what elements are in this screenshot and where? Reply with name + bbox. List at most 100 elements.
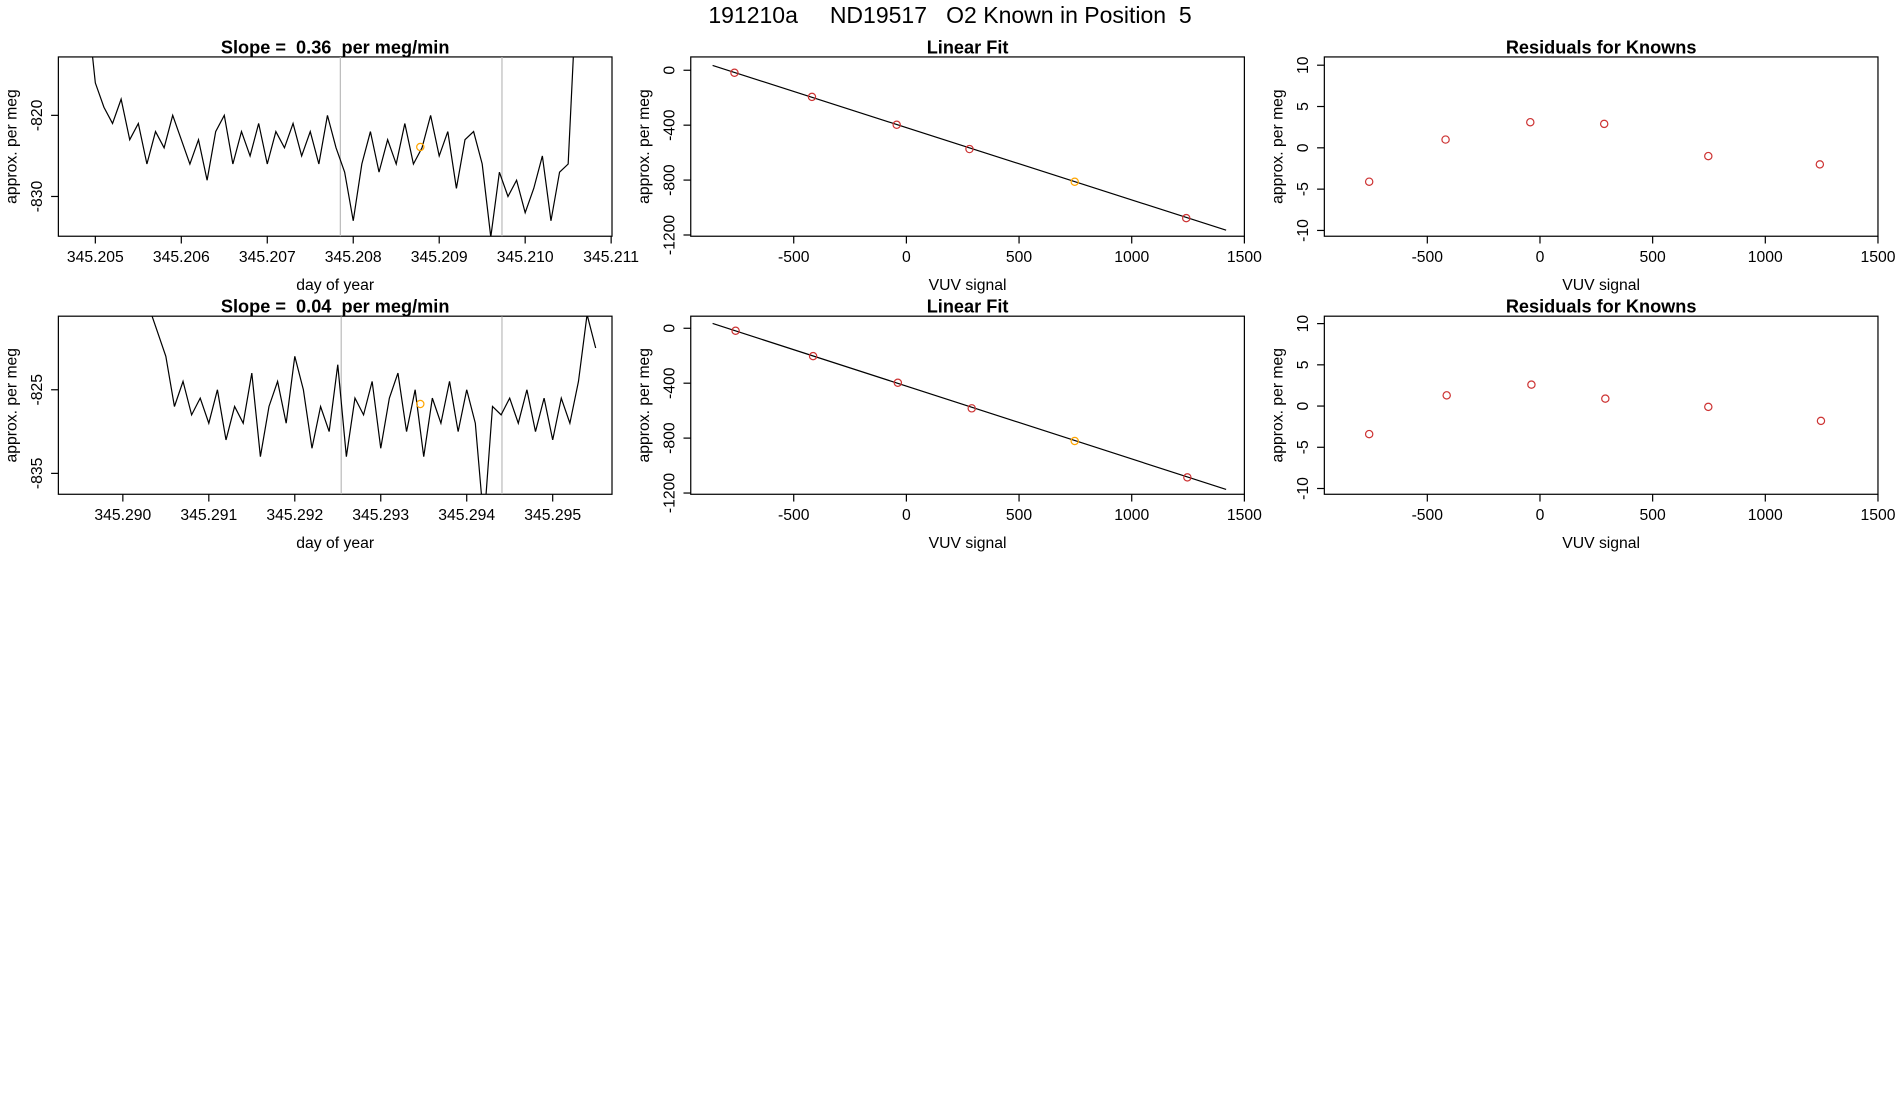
x-tick-label: 0: [1536, 249, 1545, 266]
x-axis-label: VUV signal: [1562, 535, 1640, 552]
panel: Residuals for Knowns VUV signal approx. pe…: [1269, 297, 1895, 553]
y-tick-label: -1200: [661, 215, 678, 255]
y-axis-label: approx. per meg: [3, 348, 20, 463]
plot-area: [151, 316, 597, 495]
data-point: [1599, 119, 1609, 129]
panel: Slope = 0.04 per meg/min day of year appro…: [3, 297, 613, 552]
y-tick-label: 5: [1295, 102, 1312, 111]
plot-frame: [57, 56, 613, 237]
y-tick-label: -10: [1295, 219, 1312, 242]
x-tick-label: 345.295: [524, 507, 581, 524]
panel-title: Residuals for Knowns: [1506, 37, 1697, 57]
y-tick-label: 10: [1295, 315, 1312, 333]
x-tick-label: -500: [1412, 507, 1444, 524]
x-axis-label: VUV signal: [929, 277, 1007, 294]
y-tick-label: -825: [29, 374, 46, 406]
data-point: [1816, 416, 1826, 426]
x-tick-label: 500: [1006, 249, 1033, 266]
y-tick-label: -835: [29, 457, 46, 489]
x-tick-label: 500: [1640, 507, 1667, 524]
data-point: [1442, 391, 1451, 400]
x-tick-label: 345.209: [411, 249, 468, 266]
x-tick-label: 345.292: [266, 507, 323, 524]
data-point: [807, 92, 817, 102]
plot-area: [712, 322, 1227, 491]
x-tick-label: 345.291: [180, 507, 237, 524]
x-tick-label: 345.290: [94, 507, 151, 524]
x-tick-label: 345.210: [497, 249, 554, 266]
y-tick-label: -800: [661, 164, 678, 196]
panel: Linear Fit VUV signal approx. per meg -500 0…: [636, 37, 1262, 294]
x-axis-label: day of year: [296, 535, 374, 552]
x-tick-label: 345.206: [153, 249, 210, 266]
x-tick-label: 1000: [1114, 249, 1149, 266]
x-tick-label: 345.293: [352, 507, 409, 524]
x-tick-label: 345.205: [67, 249, 124, 266]
y-tick-label: 0: [661, 324, 678, 333]
page-title: 191210a ND19517 O2 Known in Position 5: [708, 2, 1191, 28]
panel: Residuals for Knowns VUV signal approx. pe…: [1269, 37, 1895, 294]
y-axis-label: approx. per meg: [1269, 348, 1286, 463]
fit-line: [712, 64, 1227, 231]
data-point: [808, 351, 818, 361]
x-tick-label: 500: [1006, 507, 1033, 524]
y-axis-label: approx. per meg: [1269, 89, 1286, 204]
x-axis-label: VUV signal: [929, 535, 1007, 552]
plot-area: [1364, 380, 1826, 439]
data-point: [1364, 429, 1374, 439]
x-tick-label: -500: [778, 507, 810, 524]
data-point: [730, 68, 739, 77]
x-tick-label: 500: [1640, 249, 1667, 266]
panel-title: Linear Fit: [927, 297, 1009, 317]
plot-area: [712, 64, 1227, 231]
data-point: [1526, 117, 1535, 127]
x-tick-label: 345.208: [325, 249, 382, 266]
y-tick-label: -400: [661, 367, 678, 399]
panel: Slope = 0.36 per meg/min day of year appro…: [3, 37, 639, 294]
y-axis-label: approx. per meg: [636, 348, 653, 463]
data-point: [967, 404, 976, 413]
panel-title: Slope = 0.04 per meg/min: [221, 297, 450, 317]
y-tick-label: -10: [1295, 477, 1312, 500]
plot-area: [1364, 117, 1825, 186]
y-tick-label: 5: [1295, 360, 1312, 369]
plot-frame: [1323, 56, 1879, 237]
data-point: [1183, 473, 1192, 482]
x-tick-label: 345.207: [239, 249, 296, 266]
y-axis-label: approx. per meg: [3, 89, 20, 204]
panel: Linear Fit VUV signal approx. per meg -500 0…: [636, 297, 1262, 553]
data-point: [1815, 160, 1825, 169]
x-tick-label: 1500: [1227, 249, 1262, 266]
data-point: [1527, 380, 1536, 389]
x-tick-label: -500: [778, 249, 810, 266]
data-point: [1364, 177, 1374, 186]
data-line: [91, 56, 574, 237]
y-tick-label: 10: [1295, 56, 1312, 74]
y-tick-label: 0: [1295, 401, 1312, 410]
data-point: [1704, 151, 1713, 161]
highlight-point: [416, 142, 425, 152]
plot-frame: [690, 315, 1245, 495]
data-point: [1704, 402, 1713, 412]
panel-title: Linear Fit: [927, 37, 1009, 57]
x-tick-label: 0: [1536, 507, 1545, 524]
data-point: [1070, 177, 1079, 186]
data-point: [893, 378, 903, 388]
y-tick-label: 0: [1295, 143, 1312, 152]
data-point: [965, 144, 974, 154]
x-tick-label: 1000: [1748, 507, 1783, 524]
x-tick-label: 345.294: [438, 507, 495, 524]
x-tick-label: 1500: [1860, 249, 1895, 266]
x-tick-label: 1500: [1860, 507, 1895, 524]
x-tick-label: 0: [902, 507, 911, 524]
x-tick-label: -500: [1412, 249, 1444, 266]
data-point: [1601, 394, 1610, 403]
data-point: [1441, 135, 1450, 144]
plot-frame: [690, 56, 1245, 237]
x-tick-label: 1500: [1227, 507, 1262, 524]
plot-area: [91, 56, 574, 237]
y-tick-label: -1200: [661, 473, 678, 513]
data-point: [731, 326, 740, 335]
